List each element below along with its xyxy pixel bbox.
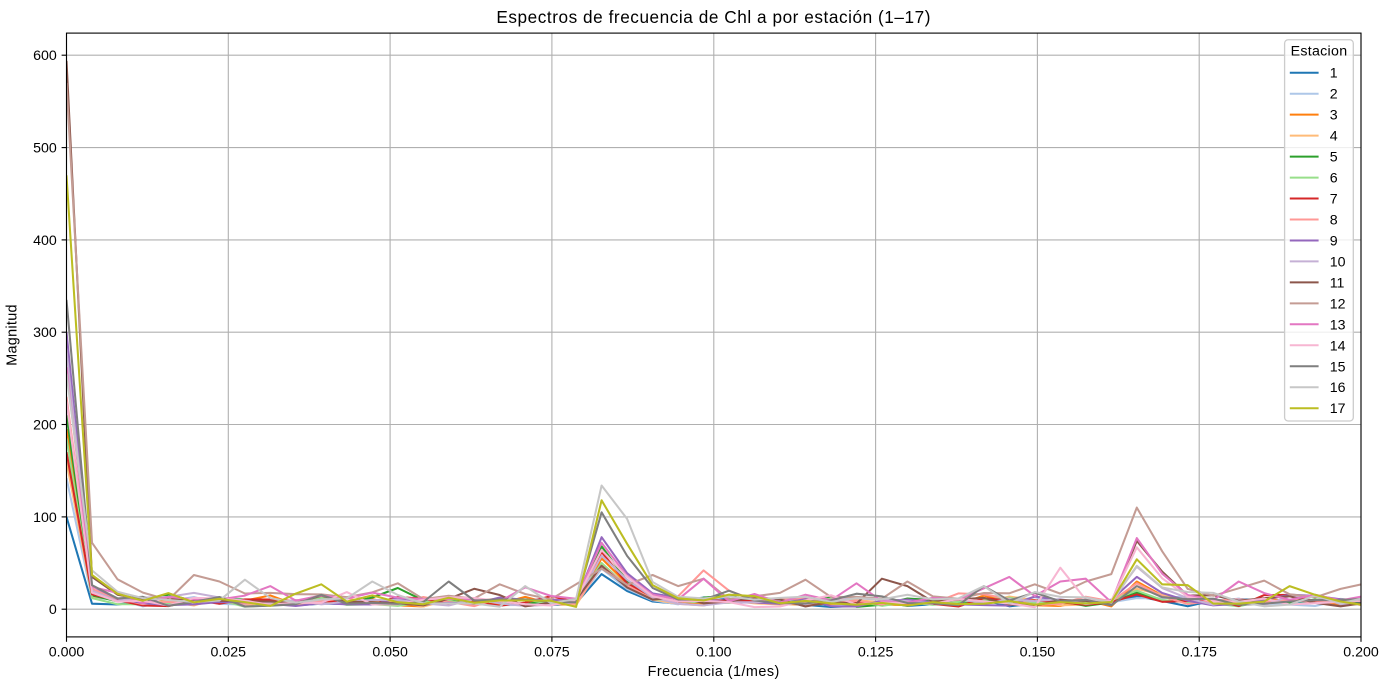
svg-text:300: 300 xyxy=(33,325,57,341)
svg-text:17: 17 xyxy=(1330,401,1346,417)
svg-text:500: 500 xyxy=(33,141,57,157)
svg-text:1: 1 xyxy=(1330,66,1338,82)
svg-text:10: 10 xyxy=(1330,254,1346,270)
svg-text:15: 15 xyxy=(1330,359,1346,375)
svg-text:13: 13 xyxy=(1330,317,1346,333)
svg-text:7: 7 xyxy=(1330,192,1338,208)
svg-text:400: 400 xyxy=(33,233,57,249)
svg-text:Espectros de frecuencia de Chl: Espectros de frecuencia de Chl a por est… xyxy=(496,7,931,27)
svg-text:100: 100 xyxy=(33,510,57,526)
svg-text:0.075: 0.075 xyxy=(534,645,570,661)
svg-text:8: 8 xyxy=(1330,213,1338,229)
svg-text:9: 9 xyxy=(1330,234,1338,250)
svg-text:200: 200 xyxy=(33,418,57,434)
svg-text:2: 2 xyxy=(1330,87,1338,103)
svg-text:16: 16 xyxy=(1330,380,1346,396)
svg-text:0.100: 0.100 xyxy=(696,645,732,661)
svg-text:Estacion: Estacion xyxy=(1291,44,1348,60)
svg-text:5: 5 xyxy=(1330,150,1338,166)
svg-text:0.025: 0.025 xyxy=(211,645,247,661)
svg-text:Magnitud: Magnitud xyxy=(5,304,21,366)
svg-text:3: 3 xyxy=(1330,108,1338,124)
svg-text:0.125: 0.125 xyxy=(858,645,894,661)
svg-text:12: 12 xyxy=(1330,296,1346,312)
svg-text:4: 4 xyxy=(1330,129,1338,145)
svg-text:0: 0 xyxy=(49,602,57,618)
svg-text:0.150: 0.150 xyxy=(1020,645,1056,661)
svg-text:6: 6 xyxy=(1330,171,1338,187)
svg-text:0.000: 0.000 xyxy=(49,645,85,661)
svg-text:0.050: 0.050 xyxy=(372,645,408,661)
svg-text:11: 11 xyxy=(1330,275,1345,291)
svg-text:600: 600 xyxy=(33,48,57,64)
svg-text:0.175: 0.175 xyxy=(1181,645,1217,661)
svg-text:Frecuencia (1/mes): Frecuencia (1/mes) xyxy=(648,664,780,680)
svg-text:0.200: 0.200 xyxy=(1343,645,1379,661)
svg-text:14: 14 xyxy=(1330,338,1346,354)
